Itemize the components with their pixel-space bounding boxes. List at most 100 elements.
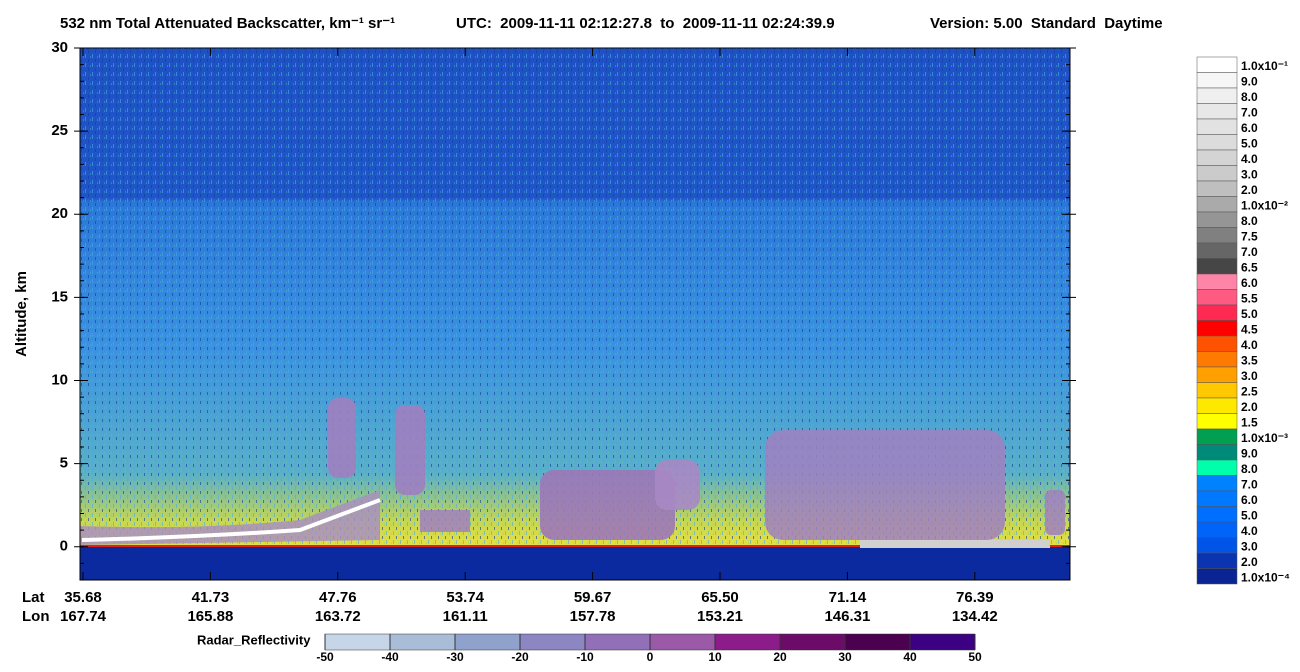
- colorbar-label: 6.0: [1241, 121, 1258, 135]
- colorbar-box: [1196, 118, 1238, 135]
- radar-colorbar-box: [844, 633, 911, 651]
- radar-tick-label: 10: [708, 650, 722, 664]
- colorbar-box: [1196, 382, 1238, 399]
- colorbar-label: 1.0x10⁻¹: [1241, 59, 1288, 73]
- colorbar-label: 6.0: [1241, 493, 1258, 507]
- lon-label: 163.72: [315, 608, 361, 625]
- radar-tick-label: -20: [511, 650, 529, 664]
- colorbar-label: 6.0: [1241, 276, 1258, 290]
- colorbar-label: 1.5: [1241, 416, 1258, 430]
- radar-tick-label: 0: [647, 650, 654, 664]
- colorbar-box: [1196, 413, 1238, 430]
- colorbar-label: 4.0: [1241, 152, 1258, 166]
- y-tick-label: 10: [51, 371, 68, 388]
- colorbar-label: 2.0: [1241, 555, 1258, 569]
- y-tick-label: 20: [51, 205, 68, 222]
- colorbar-label: 7.0: [1241, 245, 1258, 259]
- radar-colorbar-box: [714, 633, 781, 651]
- colorbar-box: [1196, 397, 1238, 414]
- colorbar-box: [1196, 103, 1238, 120]
- colorbar-box: [1196, 180, 1238, 197]
- lat-label: 47.76: [319, 589, 357, 606]
- x-row-label: Lon: [22, 608, 50, 625]
- backscatter-field: [80, 48, 1070, 580]
- radar-colorbar-box: [324, 633, 391, 651]
- colorbar-box: [1196, 258, 1238, 275]
- colorbar-box: [1196, 490, 1238, 507]
- lat-label: 65.50: [701, 589, 739, 606]
- colorbar-label: 5.0: [1241, 509, 1258, 523]
- colorbar-box: [1196, 87, 1238, 104]
- y-tick-label: 30: [51, 39, 68, 56]
- colorbar-box: [1196, 351, 1238, 368]
- colorbar-label: 7.5: [1241, 230, 1258, 244]
- radar-tick-label: 40: [903, 650, 917, 664]
- colorbar-label: 5.0: [1241, 307, 1258, 321]
- chart-subtitle: UTC: 2009-11-11 02:12:27.8 to 2009-11-11…: [456, 15, 835, 32]
- colorbar-label: 3.0: [1241, 369, 1258, 383]
- colorbar-label: 1.0x10⁻²: [1241, 199, 1288, 213]
- colorbar-label: 3.0: [1241, 168, 1258, 182]
- lon-label: 165.88: [187, 608, 233, 625]
- lon-label: 153.21: [697, 608, 743, 625]
- radar-tick-label: 20: [773, 650, 787, 664]
- colorbar-label: 8.0: [1241, 462, 1258, 476]
- colorbar-label: 9.0: [1241, 447, 1258, 461]
- radar-colorbar-box: [909, 633, 976, 651]
- colorbar-box: [1196, 211, 1238, 228]
- y-tick-label: 15: [51, 288, 68, 305]
- lon-label: 167.74: [60, 608, 107, 625]
- colorbar-label: 4.5: [1241, 323, 1258, 337]
- lon-label: 157.78: [570, 608, 616, 625]
- radar-colorbar-label: Radar_Reflectivity: [197, 632, 311, 647]
- colorbar-box: [1196, 506, 1238, 523]
- radar-colorbar-box: [584, 633, 651, 651]
- radar-tick-label: -10: [576, 650, 594, 664]
- colorbar-box: [1196, 134, 1238, 151]
- colorbar-label: 3.5: [1241, 354, 1258, 368]
- colorbar-box: [1196, 459, 1238, 476]
- x-row-label: Lat: [22, 589, 45, 606]
- colorbar-box: [1196, 72, 1238, 89]
- radar-tick-label: 30: [838, 650, 852, 664]
- colorbar-box: [1196, 475, 1238, 492]
- radar-colorbar-box: [389, 633, 456, 651]
- colorbar-label: 4.0: [1241, 338, 1258, 352]
- colorbar-label: 3.0: [1241, 540, 1258, 554]
- colorbar-box: [1196, 568, 1238, 585]
- colorbar-box: [1196, 552, 1238, 569]
- colorbar-box: [1196, 320, 1238, 337]
- colorbar-box: [1196, 273, 1238, 290]
- colorbar-box: [1196, 149, 1238, 166]
- colorbar-box: [1196, 227, 1238, 244]
- colorbar-label: 8.0: [1241, 214, 1258, 228]
- colorbar-label: 5.0: [1241, 137, 1258, 151]
- colorbar-label: 2.0: [1241, 183, 1258, 197]
- colorbar-box: [1196, 537, 1238, 554]
- colorbar-label: 4.0: [1241, 524, 1258, 538]
- colorbar-label: 7.0: [1241, 478, 1258, 492]
- lon-label: 161.11: [443, 608, 488, 625]
- lon-label: 146.31: [824, 608, 870, 625]
- chart-title: 532 nm Total Attenuated Backscatter, km⁻…: [60, 15, 395, 32]
- colorbar-box: [1196, 366, 1238, 383]
- colorbar-label: 2.5: [1241, 385, 1258, 399]
- colorbar-label: 7.0: [1241, 106, 1258, 120]
- colorbar-box: [1196, 335, 1238, 352]
- colorbar-box: [1196, 428, 1238, 445]
- radar-colorbar-box: [454, 633, 521, 651]
- y-tick-label: 5: [60, 455, 68, 472]
- colorbar-box: [1196, 444, 1238, 461]
- colorbar-label: 1.0x10⁻³: [1241, 431, 1288, 445]
- colorbar-box: [1196, 196, 1238, 213]
- colorbar-label: 6.5: [1241, 261, 1258, 275]
- colorbar-label: 9.0: [1241, 75, 1258, 89]
- colorbar-box: [1196, 304, 1238, 321]
- y-tick-label: 0: [60, 538, 68, 555]
- radar-tick-label: -40: [381, 650, 399, 664]
- radar-tick-label: 50: [968, 650, 982, 664]
- radar-colorbar-box: [519, 633, 586, 651]
- radar-colorbar-box: [779, 633, 846, 651]
- lat-label: 53.74: [446, 589, 484, 606]
